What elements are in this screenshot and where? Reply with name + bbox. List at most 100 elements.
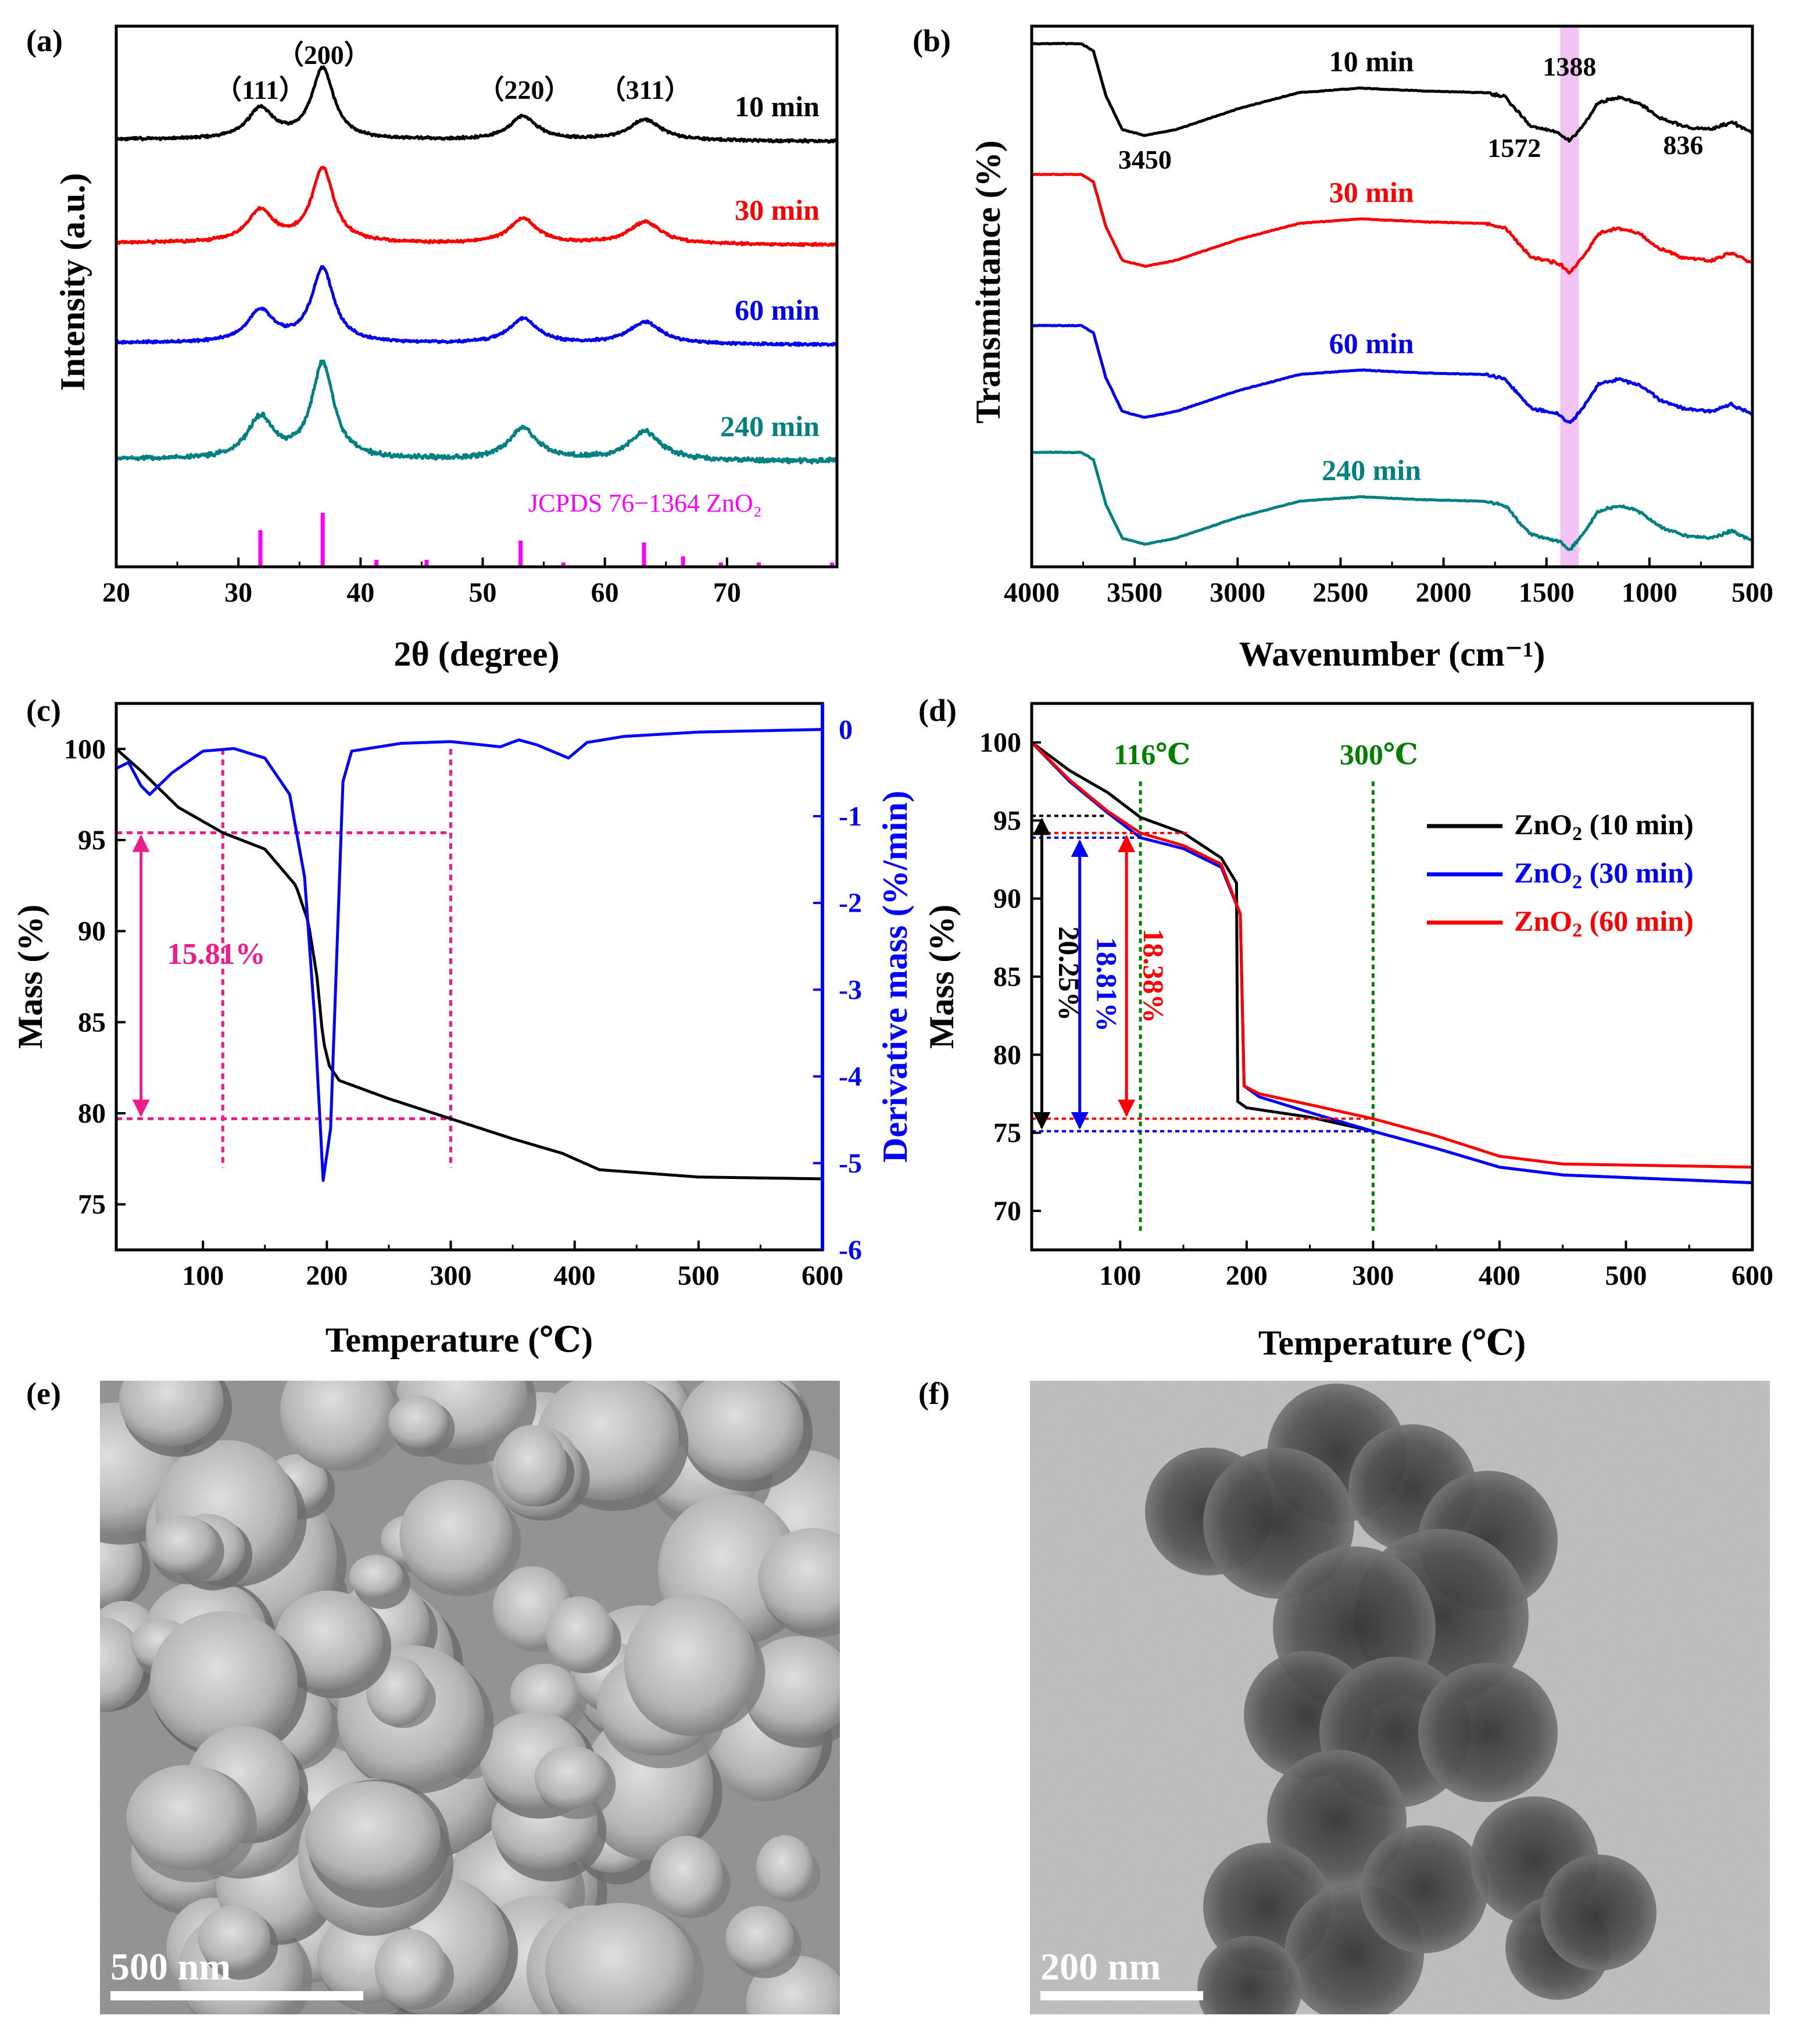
sem-image: 500 nm <box>100 1381 840 2014</box>
tga-dtg-y2-y-tick-label: -1 <box>839 801 862 832</box>
xrd-x-tick-label: 60 <box>591 577 619 608</box>
sem-scale-label: 500 nm <box>110 1946 231 1988</box>
tga-compare-y-tick-label: 95 <box>993 805 1021 836</box>
panel-label-f: (f) <box>918 1376 950 1411</box>
ftir-series-10-min <box>1031 41 1754 143</box>
legend-label: ZnO2 (30 min) <box>1514 856 1694 893</box>
tga-dtg-x-tick-label: 500 <box>678 1260 720 1291</box>
tga-compare-y-tick-label: 85 <box>993 962 1021 992</box>
tga-compare-plot-frame <box>1030 702 1754 1252</box>
tga-dtg-x-tick-label: 400 <box>554 1260 596 1291</box>
ftir-peak-label: 1572 <box>1487 133 1541 163</box>
legend-subscript: 2 <box>1572 871 1582 893</box>
tga-temp-label: 300℃ <box>1340 738 1418 771</box>
tga-compare-y-tick-label: 80 <box>993 1039 1021 1070</box>
tga-dtg-y2-y-tick-label: -2 <box>839 888 862 919</box>
tga-temp-label: 116℃ <box>1114 738 1190 771</box>
tga-dtg-y2-y-tick-label: -6 <box>839 1235 862 1266</box>
ftir-x-tick-label: 3000 <box>1210 577 1265 608</box>
xrd-series-label: 60 min <box>735 294 820 326</box>
ftir-x-tick-label: 2500 <box>1312 577 1368 608</box>
ftir-panel: 10 min 30 min 60 min 240 min 3450 1572 1388 83… <box>969 24 1773 673</box>
ftir-x-tick-label: 500 <box>1731 577 1773 608</box>
panel-label-e: (e) <box>26 1376 61 1411</box>
ftir-x-tick-label: 3500 <box>1107 577 1162 608</box>
legend-suffix: (30 min) <box>1582 856 1694 889</box>
ftir-x-tick-label: 4000 <box>1004 577 1060 608</box>
ftir-x-tick-label: 2000 <box>1416 577 1472 608</box>
tga-dtg-y-tick-label: 80 <box>78 1098 106 1129</box>
tga-dtg-y2-y-tick-label: 0 <box>839 714 853 745</box>
xrd-series-10-min <box>115 65 838 144</box>
xrd-x-tick-label: 40 <box>346 577 374 608</box>
panel-label-b: (b) <box>913 23 951 58</box>
legend-formula: ZnO <box>1514 808 1572 841</box>
ftir-peak-label: 1388 <box>1543 52 1596 81</box>
tga-compare-x-tick-label: 400 <box>1479 1260 1520 1291</box>
xrd-y-axis-label: Intensity (a.u.) <box>53 173 92 391</box>
tem-scale-label: 200 nm <box>1040 1946 1161 1988</box>
ftir-series-label: 10 min <box>1329 45 1414 77</box>
ftir-series-label: 240 min <box>1322 453 1421 486</box>
legend-formula: ZnO <box>1514 856 1572 889</box>
ftir-highlight-band <box>1560 26 1579 567</box>
ftir-series-240-min <box>1031 450 1752 551</box>
tga-dtg-y2-y-tick-label: -4 <box>839 1062 862 1092</box>
xrd-x-tick-label: 50 <box>469 577 497 608</box>
ftir-series-label: 60 min <box>1329 327 1414 359</box>
xrd-series-240-min <box>115 359 838 465</box>
tga-dtg-y2-axis-label: Derivative mass (%/min) <box>876 791 914 1163</box>
legend-formula: ZnO <box>1514 905 1572 937</box>
tga-compare-y-tick-label: 70 <box>993 1196 1021 1227</box>
xrd-peak-index: （200） <box>277 40 371 70</box>
tga-compare-y-tick-label: 100 <box>979 727 1021 758</box>
legend-suffix: (60 min) <box>1582 905 1694 937</box>
tga-dtg-x-tick-label: 200 <box>306 1260 348 1291</box>
xrd-x-tick-label: 30 <box>224 577 252 608</box>
panel-label-c: (c) <box>26 693 61 728</box>
ftir-x-tick-label: 1000 <box>1622 577 1677 608</box>
mass-loss-label: 15.81% <box>167 938 266 971</box>
legend-suffix: (10 min) <box>1582 808 1694 841</box>
xrd-x-tick-label: 70 <box>713 577 741 608</box>
tga-dtg-y-tick-label: 85 <box>78 1007 106 1038</box>
ftir-plot-frame <box>1030 24 1754 569</box>
xrd-series-30-min <box>115 166 838 247</box>
xrd-peak-index: （220） <box>477 75 571 105</box>
ftir-series-label: 30 min <box>1329 176 1414 208</box>
mass-curve <box>115 748 823 1181</box>
tem-scale-bar <box>1040 1991 1203 2000</box>
tga-dtg-y2-y-tick-label: -3 <box>839 974 862 1005</box>
tga-dtg-y2-y-tick-label: -5 <box>839 1148 862 1179</box>
tga-compare-y-axis-label: Mass (%) <box>922 905 961 1049</box>
derivative-curve <box>115 728 823 1182</box>
tga-dtg-y-tick-label: 95 <box>78 825 106 856</box>
tga-compare-y-tick-label: 75 <box>993 1118 1021 1149</box>
tga-dtg-y-tick-label: 90 <box>78 916 106 947</box>
tga-compare-x-tick-label: 500 <box>1605 1260 1647 1291</box>
tga-dtg-x-tick-label: 100 <box>182 1260 224 1291</box>
ftir-series-60-min <box>1031 323 1754 424</box>
tga-curve-2 <box>1031 741 1753 1169</box>
tga-compare-x-tick-label: 200 <box>1226 1260 1268 1291</box>
tga-compare-y-tick-label: 90 <box>993 884 1021 914</box>
legend-label: ZnO2 (60 min) <box>1514 905 1694 941</box>
tga-dtg-y-tick-label: 75 <box>78 1189 106 1220</box>
panel-label-a: (a) <box>26 23 63 58</box>
legend-subscript: 2 <box>1572 920 1582 941</box>
ftir-peak-label: 3450 <box>1118 145 1172 174</box>
tga-compare-panel: 116℃ 300℃ 20.25% 18.81% 18.38% ZnO2 (10 min… <box>922 702 1773 1362</box>
xrd-x-tick-label: 20 <box>102 577 130 608</box>
legend-label: ZnO2 (10 min) <box>1514 808 1694 845</box>
tem-image: 200 nm <box>1030 1381 1770 2014</box>
ftir-y-axis-label: Transmittance (%) <box>969 140 1007 423</box>
legend-subscript: 2 <box>1572 823 1582 845</box>
ftir-x-tick-label: 1500 <box>1519 577 1575 608</box>
xrd-peak-index: （111） <box>215 75 306 105</box>
ftir-series-30-min <box>1031 173 1752 275</box>
xrd-series-label: 10 min <box>735 90 820 123</box>
tga-dtg-y-tick-label: 100 <box>64 734 106 764</box>
tga-dtg-x-axis-label: Temperature (℃) <box>325 1321 593 1359</box>
ftir-peak-label: 836 <box>1663 130 1703 160</box>
